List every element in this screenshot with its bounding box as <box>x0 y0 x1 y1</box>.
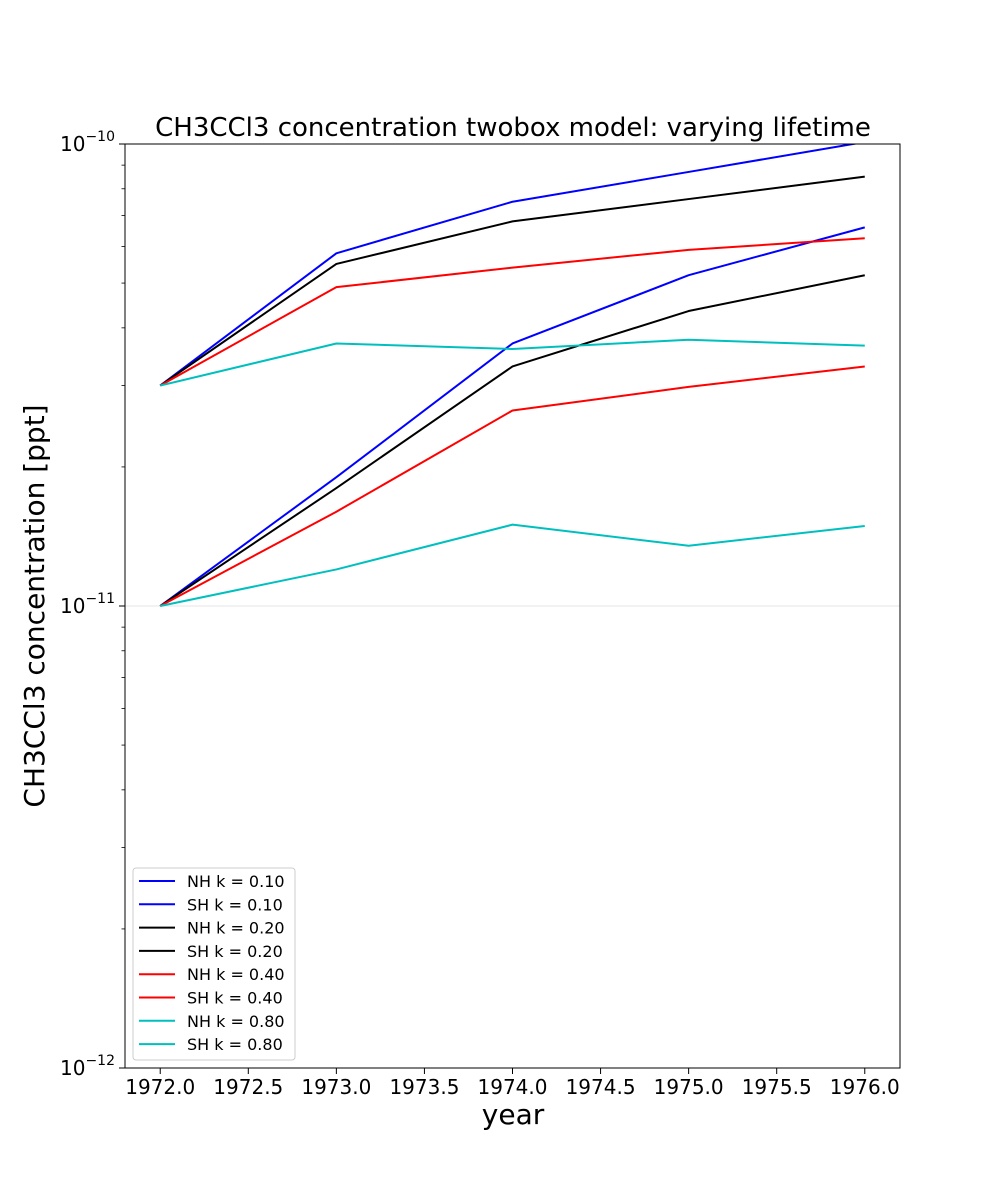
y-tick-label: 10−10 <box>60 129 115 156</box>
x-axis: 1972.0 1972.5 1973.0 1973.5 1974.0 1974.5 1975… <box>125 1068 900 1099</box>
y-axis-label: CH3CCl3 concentration [ppt] <box>18 404 51 807</box>
y-tick-label: 10−11 <box>60 591 115 618</box>
y-tick-mantissa: 10 <box>60 594 85 618</box>
legend-label: NH k = 0.40 <box>187 965 285 984</box>
series-line-sh-k-0-40 <box>159 365 865 607</box>
y-tick-exponent: −10 <box>85 129 115 145</box>
series-line-nh-k-0-20 <box>159 175 865 387</box>
x-tick-label: 1973.5 <box>389 1075 459 1099</box>
x-tick-label: 1974.0 <box>478 1075 548 1099</box>
series-line-nh-k-0-40 <box>159 237 865 387</box>
legend-box <box>132 867 296 1061</box>
series-line-nh-k-0-80 <box>159 338 865 387</box>
legend-items: NH k = 0.10 SH k = 0.10 NH k = 0.20 SH k = … <box>139 872 285 1054</box>
y-tick-mantissa: 10 <box>60 132 85 156</box>
y-tick-mantissa: 10 <box>60 1056 85 1080</box>
series-layer <box>159 144 866 607</box>
x-axis-label: year <box>482 1098 545 1131</box>
legend-label: SH k = 0.10 <box>187 895 283 914</box>
x-tick-label: 1972.0 <box>125 1075 195 1099</box>
legend-label: NH k = 0.20 <box>187 919 285 938</box>
legend-label: SH k = 0.20 <box>187 942 283 961</box>
x-tick-label: 1972.5 <box>213 1075 283 1099</box>
legend: NH k = 0.10 SH k = 0.10 NH k = 0.20 SH k = … <box>132 867 296 1061</box>
x-tick-label: 1976.0 <box>830 1075 900 1099</box>
legend-label: NH k = 0.80 <box>187 1012 285 1031</box>
series-line-sh-k-0-10 <box>159 226 866 607</box>
legend-label: SH k = 0.40 <box>187 989 283 1008</box>
series-line-sh-k-0-20 <box>159 274 865 607</box>
series-line-sh-k-0-80 <box>160 523 865 607</box>
x-tick-label: 1973.0 <box>301 1075 371 1099</box>
x-tick-label: 1975.0 <box>654 1075 724 1099</box>
y-tick-label: 10−12 <box>60 1053 115 1080</box>
x-tick-label: 1974.5 <box>566 1075 636 1099</box>
y-tick-exponent: −11 <box>85 591 115 607</box>
series-line-nh-k-0-10 <box>159 144 859 387</box>
y-tick-exponent: −12 <box>85 1053 115 1069</box>
x-tick-label: 1975.5 <box>742 1075 812 1099</box>
legend-label: SH k = 0.80 <box>187 1035 283 1054</box>
legend-label: NH k = 0.10 <box>187 872 285 891</box>
chart-title: CH3CCl3 concentration twobox model: vary… <box>155 113 871 143</box>
